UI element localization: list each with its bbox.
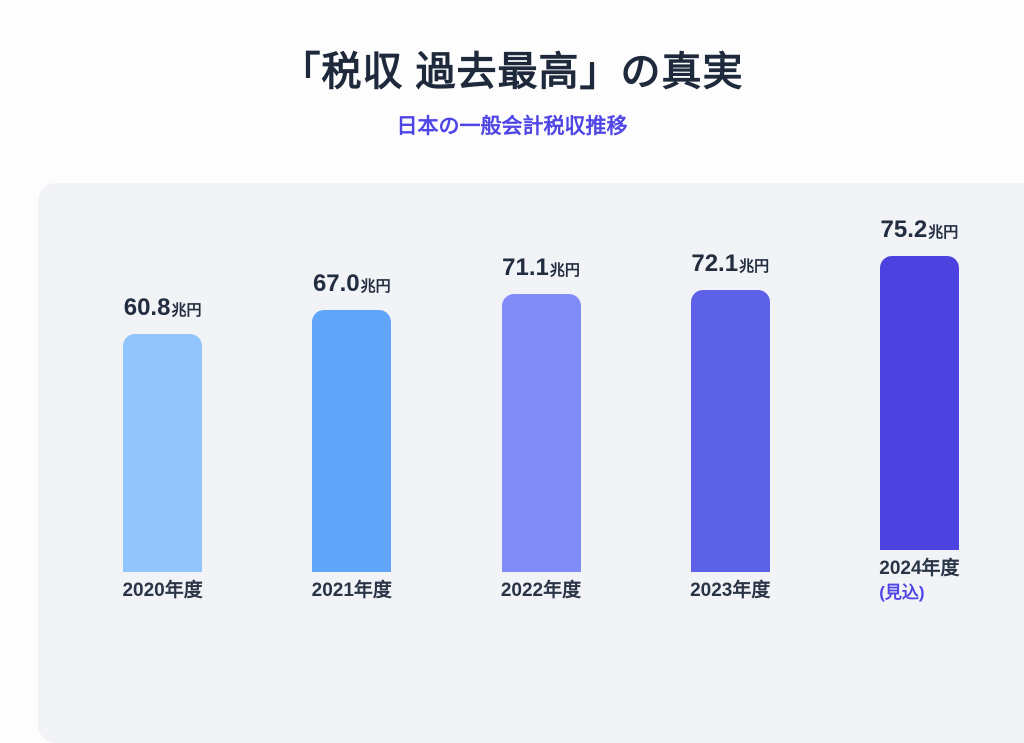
category-year: 2024年度 <box>879 558 960 579</box>
value-number: 72.1 <box>691 249 739 277</box>
category-note: (見込) <box>879 583 925 602</box>
bar-category-label: 2020年度 <box>122 578 202 604</box>
bar-2024年度 <box>879 255 959 550</box>
value-number: 75.2 <box>880 215 928 243</box>
value-number: 71.1 <box>502 253 549 281</box>
page-subtitle: 日本の一般会計税収推移 <box>396 115 628 138</box>
category-year: 2022年度 <box>500 580 582 601</box>
value-unit: 兆円 <box>360 277 391 295</box>
page-header: 「税収 過去最高」の真実 日本の一般会計税収推移 <box>0 0 1024 140</box>
bar-2020年度 <box>123 334 203 572</box>
bar-column-2022年度: 71.1兆円 2022年度 <box>446 183 635 604</box>
value-unit: 兆円 <box>549 261 580 279</box>
value-unit: 兆円 <box>171 302 202 320</box>
bar-column-2020年度: 60.8兆円 2020年度 <box>68 183 257 604</box>
page-title: 「税収 過去最高」の真実 <box>280 50 744 94</box>
bar-value-label: 72.1兆円 <box>691 249 769 282</box>
bar-category-label: 2022年度 <box>501 578 581 604</box>
category-year: 2023年度 <box>690 580 771 601</box>
value-unit: 兆円 <box>739 257 770 275</box>
bar-value-label: 67.0兆円 <box>313 269 391 302</box>
bar-category-label: 2021年度 <box>312 578 392 604</box>
bar-category-label: 2024年度 (見込) <box>879 556 959 604</box>
category-year: 2021年度 <box>311 580 392 601</box>
bar-chart: 60.8兆円 2020年度 67.0兆円 2021年度 71.1兆円 2022年度 72.1… <box>68 183 1014 604</box>
bar-value-label: 60.8兆円 <box>124 293 202 326</box>
bar-value-label: 75.2兆円 <box>881 215 959 248</box>
bar-category-label: 2023年度 <box>690 578 770 604</box>
value-number: 67.0 <box>312 269 360 297</box>
bar-2023年度 <box>690 289 770 572</box>
bar-column-2024年度: 75.2兆円 2024年度 (見込) <box>825 183 1014 604</box>
bar-column-2023年度: 72.1兆円 2023年度 <box>636 183 825 604</box>
bar-2021年度 <box>312 309 392 572</box>
value-unit: 兆円 <box>928 223 959 241</box>
chart-card: 60.8兆円 2020年度 67.0兆円 2021年度 71.1兆円 2022年度 72.1… <box>38 183 1024 743</box>
category-year: 2020年度 <box>122 580 203 601</box>
bar-column-2021年度: 67.0兆円 2021年度 <box>257 183 446 604</box>
value-number: 60.8 <box>123 294 171 322</box>
bar-value-label: 71.1兆円 <box>502 253 580 286</box>
bar-2022年度 <box>501 293 581 572</box>
